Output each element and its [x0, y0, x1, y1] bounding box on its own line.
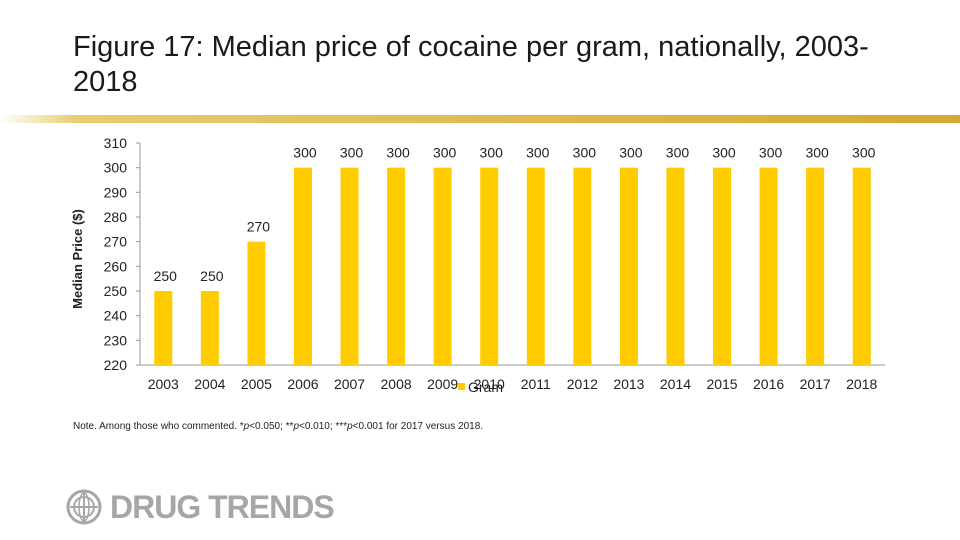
- title-divider-line: [0, 115, 960, 123]
- data-label: 300: [433, 145, 457, 161]
- note-p-1: p: [243, 421, 250, 432]
- bar-chart: 220 230 240 250 260 270 280 290 300 310 Median Pri…: [70, 135, 885, 395]
- bar: [340, 167, 359, 365]
- bar: [526, 167, 545, 365]
- bar: [852, 167, 871, 365]
- data-label: 300: [619, 145, 643, 161]
- y-tick-label: 230: [104, 332, 128, 348]
- bar: [759, 167, 778, 365]
- data-label: 300: [293, 145, 317, 161]
- bar: [573, 167, 592, 365]
- bar: [433, 167, 452, 365]
- x-tick-label: 2003: [148, 376, 179, 392]
- x-tick-label: 2005: [241, 376, 272, 392]
- data-label: 300: [340, 145, 364, 161]
- data-label: 300: [805, 145, 829, 161]
- bar: [666, 167, 685, 365]
- x-tick-label: 2007: [334, 376, 365, 392]
- x-tick-label: 2008: [381, 376, 412, 392]
- legend-label: Gram: [468, 379, 503, 395]
- bar: [387, 167, 406, 365]
- data-label: 300: [526, 145, 550, 161]
- x-tick-label: 2011: [521, 376, 551, 392]
- legend-swatch: [458, 383, 465, 390]
- bar: [293, 167, 312, 365]
- note-p-2: p: [293, 421, 299, 432]
- x-tick-label: 2006: [287, 376, 318, 392]
- data-label: 300: [666, 145, 690, 161]
- note-text-4: <0.001 for 2017 versus 2018.: [352, 421, 484, 432]
- x-tick-label: 2012: [567, 376, 598, 392]
- bar: [247, 241, 266, 365]
- y-tick-label: 270: [104, 234, 128, 250]
- y-tick-label: 240: [104, 308, 128, 324]
- y-tick-label: 300: [104, 160, 128, 176]
- y-tick-label: 310: [104, 135, 128, 151]
- x-tick-label: 2010: [474, 376, 505, 392]
- x-tick-label: 2016: [753, 376, 784, 392]
- bar: [806, 167, 825, 365]
- data-label: 300: [759, 145, 783, 161]
- bar: [200, 291, 219, 365]
- y-tick-label: 260: [104, 258, 128, 274]
- bar: [713, 167, 732, 365]
- note-text-3: <0.010; ***: [299, 421, 348, 432]
- x-tick-label: 2015: [706, 376, 737, 392]
- globe-emblem-icon: [66, 489, 102, 525]
- data-label: 250: [154, 268, 178, 284]
- bar: [480, 167, 499, 365]
- x-tick-label: 2009: [427, 376, 458, 392]
- note-p-3: p: [347, 421, 353, 432]
- title-divider: [0, 110, 960, 123]
- x-tick-label: 2004: [194, 376, 225, 392]
- note-text-1: Note. Among those who commented. *: [73, 421, 244, 432]
- data-label: 300: [386, 145, 410, 161]
- note-text-2: <0.050; **: [249, 421, 294, 432]
- x-tick-label: 2013: [613, 376, 644, 392]
- drug-trends-logo: DRUG TRENDS: [66, 488, 335, 525]
- x-tick-label: 2018: [846, 376, 877, 392]
- data-label: 300: [573, 145, 597, 161]
- x-tick-label: 2017: [800, 376, 831, 392]
- y-tick-label: 290: [104, 184, 128, 200]
- bar: [154, 291, 173, 365]
- data-label: 300: [480, 145, 504, 161]
- chart-note: Note. Among those who commented. *p<0.05…: [73, 421, 483, 432]
- logo-wordmark: DRUG TRENDS: [110, 488, 335, 525]
- y-tick-label: 220: [104, 357, 128, 373]
- bar: [619, 167, 638, 365]
- y-tick-label: 280: [104, 209, 128, 225]
- y-tick-label: 250: [104, 283, 128, 299]
- data-label: 300: [712, 145, 736, 161]
- data-label: 250: [200, 268, 224, 284]
- x-tick-label: 2014: [660, 376, 691, 392]
- data-label: 270: [247, 219, 271, 235]
- page-title: Figure 17: Median price of cocaine per g…: [73, 31, 869, 98]
- y-axis-label: Median Price ($): [70, 209, 85, 309]
- data-label: 300: [852, 145, 876, 161]
